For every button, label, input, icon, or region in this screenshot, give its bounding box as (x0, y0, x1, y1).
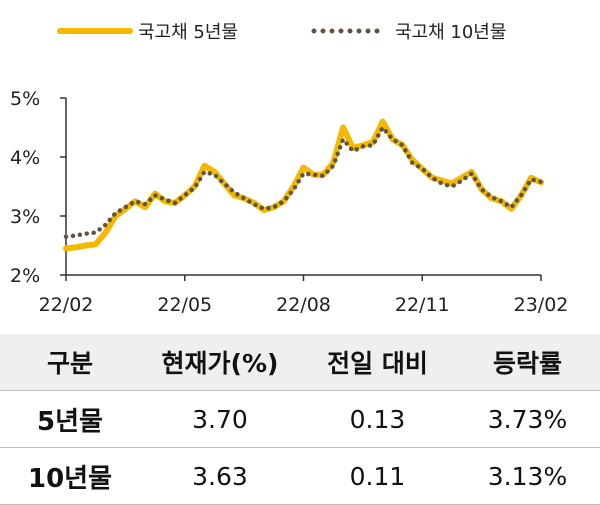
x-tick-label: 23/02 (514, 294, 569, 316)
series-lines (63, 118, 544, 252)
header-current-price: 현재가(%) (140, 334, 300, 391)
table-row: 5년물 3.70 0.13 3.73% (0, 390, 600, 448)
x-tick-label: 22/08 (276, 294, 331, 316)
legend-label-5y: 국고채 5년물 (138, 22, 238, 43)
row-price: 3.63 (140, 447, 300, 505)
legend-label-10y: 국고채 10년물 (395, 22, 506, 43)
series-line-5y (63, 118, 544, 252)
y-tick-label: 5% (10, 88, 40, 110)
axes: 2% 3% 4% 5% 22/02 22/05 22/08 22/11 23/02 (10, 88, 568, 316)
row-rate: 3.13% (455, 447, 600, 505)
header-rate: 등락률 (455, 334, 600, 391)
series-line-10y (63, 125, 544, 239)
table-header-row: 구분 현재가(%) 전일 대비 등락률 (0, 334, 600, 391)
legend: 국고채 5년물 국고채 10년물 (57, 22, 506, 43)
row-price: 3.70 (140, 390, 300, 448)
header-category: 구분 (0, 334, 140, 391)
table-row: 10년물 3.63 0.11 3.13% (0, 447, 600, 505)
x-tick-label: 22/05 (157, 294, 212, 316)
y-tick-label: 4% (10, 147, 40, 169)
row-name: 5년물 (0, 390, 140, 448)
y-tick-label: 2% (10, 265, 40, 287)
row-change: 0.11 (300, 447, 455, 505)
bond-yield-chart: 국고채 5년물 국고채 10년물 2% 3% 4% 5% 22/02 22/05 22/08… (10, 22, 568, 316)
x-tick-label: 22/02 (39, 294, 94, 316)
row-rate: 3.73% (455, 390, 600, 448)
x-tick-label: 22/11 (395, 294, 450, 316)
row-name: 10년물 (0, 447, 140, 505)
row-change: 0.13 (300, 390, 455, 448)
header-change: 전일 대비 (300, 334, 455, 391)
y-tick-label: 3% (10, 206, 40, 228)
yield-table: 구분 현재가(%) 전일 대비 등락률 5년물 3.70 0.13 3.73% … (0, 334, 600, 505)
